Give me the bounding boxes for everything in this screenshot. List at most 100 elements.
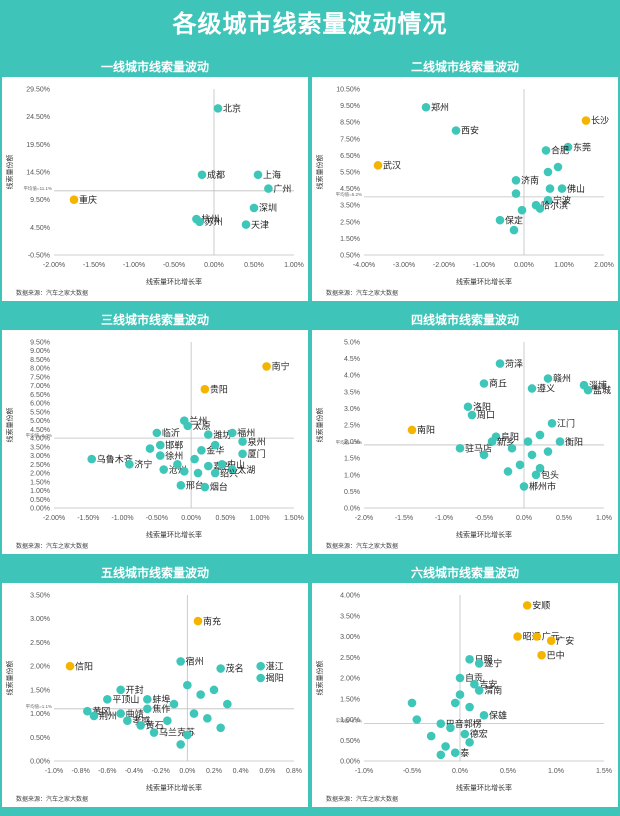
- data-point: [256, 661, 265, 671]
- data-label: 衡阳: [565, 436, 583, 447]
- y-tick-label: 8.50%: [340, 120, 360, 127]
- data-label: 蚌埠: [152, 694, 170, 705]
- data-label: 黄冈: [92, 705, 110, 716]
- data-label: 邢台: [186, 479, 204, 490]
- data-point: [581, 116, 591, 125]
- x-tick-label: -1.50%: [77, 515, 99, 522]
- x-tick-label: -3.00%: [393, 262, 415, 269]
- chart-title: 五线城市线索量波动: [2, 563, 308, 583]
- y-tick-label: 1.0%: [344, 472, 360, 479]
- data-point: [532, 632, 542, 641]
- data-point: [451, 126, 461, 135]
- y-tick-label: 2.50%: [340, 219, 360, 226]
- y-tick-label: 3.5%: [344, 389, 360, 396]
- y-tick-label: 1.50%: [30, 687, 50, 694]
- x-tick-label: -1.0%: [435, 515, 453, 522]
- data-point: [446, 723, 455, 733]
- data-label: 开封: [126, 684, 144, 695]
- x-axis-title: 线索量环比增长率: [456, 277, 512, 286]
- data-point: [216, 664, 225, 673]
- data-label: 泉州: [248, 436, 266, 447]
- data-point: [176, 657, 185, 666]
- y-tick-label: 3.0%: [344, 406, 360, 413]
- x-tick-label: 0.0%: [179, 768, 195, 775]
- y-tick-label: 2.50%: [30, 640, 50, 647]
- data-label: 佛山: [567, 183, 585, 194]
- y-axis-title: 线索量份额: [315, 408, 324, 443]
- data-point: [509, 225, 519, 235]
- x-tick-label: 1.50%: [284, 515, 304, 522]
- data-label: 茂名: [226, 663, 244, 674]
- x-tick-label: -0.5%: [403, 768, 421, 775]
- y-tick-label: 7.00%: [30, 383, 50, 390]
- chart-title: 一线城市线索量波动: [2, 57, 308, 77]
- data-point: [200, 482, 210, 492]
- data-label: 金华: [206, 445, 224, 456]
- y-tick-label: 0.00%: [340, 759, 360, 766]
- data-label: 上海: [263, 169, 281, 180]
- x-tick-label: -0.5%: [475, 515, 493, 522]
- data-label: 洛阳: [473, 401, 491, 412]
- x-tick-label: 1.0%: [548, 768, 564, 775]
- y-tick-label: 5.50%: [30, 409, 50, 416]
- data-label: 孝感: [132, 715, 150, 726]
- data-label: 曲靖: [126, 708, 144, 719]
- data-point: [465, 738, 474, 747]
- data-point: [547, 419, 557, 428]
- data-label: 西安: [461, 125, 479, 136]
- y-tick-label: 1.50%: [340, 236, 360, 243]
- y-tick-label: 0.50%: [340, 253, 360, 260]
- data-label: 深圳: [259, 203, 277, 213]
- data-point: [546, 636, 556, 645]
- data-label: 遂宁: [484, 658, 502, 669]
- y-tick-label: 4.50%: [340, 186, 360, 193]
- page-title: 各级城市线索量波动情况: [172, 11, 448, 38]
- data-point: [543, 447, 553, 456]
- x-tick-label: 0.2%: [206, 768, 222, 775]
- x-tick-label: -1.00%: [123, 262, 145, 269]
- data-label: 自贡: [465, 672, 483, 683]
- data-label: 保雄: [489, 710, 507, 721]
- x-tick-label: 2.00%: [594, 262, 614, 269]
- data-point: [65, 661, 75, 671]
- data-point: [463, 402, 473, 412]
- data-label: 北京: [223, 103, 241, 114]
- data-point: [373, 161, 383, 170]
- x-tick-label: -1.00%: [111, 515, 133, 522]
- data-point: [163, 716, 172, 725]
- x-tick-label: -1.50%: [83, 262, 105, 269]
- data-label: 渭南: [484, 685, 502, 696]
- data-label: 太原: [193, 420, 211, 431]
- chart-title: 三线城市线索量波动: [2, 310, 308, 330]
- data-point: [217, 460, 227, 469]
- data-label: 邯郸: [165, 439, 183, 450]
- y-tick-label: 3.00%: [30, 616, 50, 623]
- chart-title: 二线城市线索量波动: [312, 57, 618, 77]
- scatter-chart-tier3: 平均值=3.3% -2.00% -1.50% -1.00% -0.50% 0.00% 0.5…: [5, 340, 304, 551]
- data-point: [69, 195, 79, 204]
- data-label: 济宁: [134, 459, 152, 470]
- y-axis-title: 线索量份额: [5, 408, 14, 443]
- y-tick-label: 3.00%: [340, 634, 360, 641]
- data-label: 乌兰克苏: [159, 727, 195, 738]
- data-point: [103, 695, 112, 704]
- data-point: [238, 449, 247, 459]
- data-point: [223, 699, 232, 709]
- data-point: [264, 184, 273, 193]
- x-tick-label: 0.5%: [556, 515, 572, 522]
- chart-panel-tier1: 一线城市线索量波动 平均值=11.1% -2.00% -1.50% -1.00% -0.…: [2, 57, 308, 301]
- data-point: [455, 443, 465, 453]
- scatter-chart-tier5: 平均值=1.1% -1.0% -0.8% -0.6% -0.4% -0.2% 0.0% 0.2…: [5, 593, 302, 804]
- y-axis-title: 线索量份额: [5, 155, 14, 190]
- data-label: 赣州: [553, 373, 571, 384]
- data-label: 南阳: [417, 424, 435, 435]
- data-label: 昭通: [523, 632, 541, 642]
- y-tick-label: 3.50%: [30, 593, 50, 600]
- data-point: [436, 719, 446, 728]
- y-tick-label: 2.00%: [30, 664, 50, 671]
- data-point: [527, 384, 537, 393]
- data-label: 黄石: [146, 720, 164, 731]
- x-tick-label: 0.8%: [286, 768, 302, 775]
- data-label: 烟台: [210, 481, 228, 492]
- average-label: 平均值=3.3%: [26, 432, 52, 439]
